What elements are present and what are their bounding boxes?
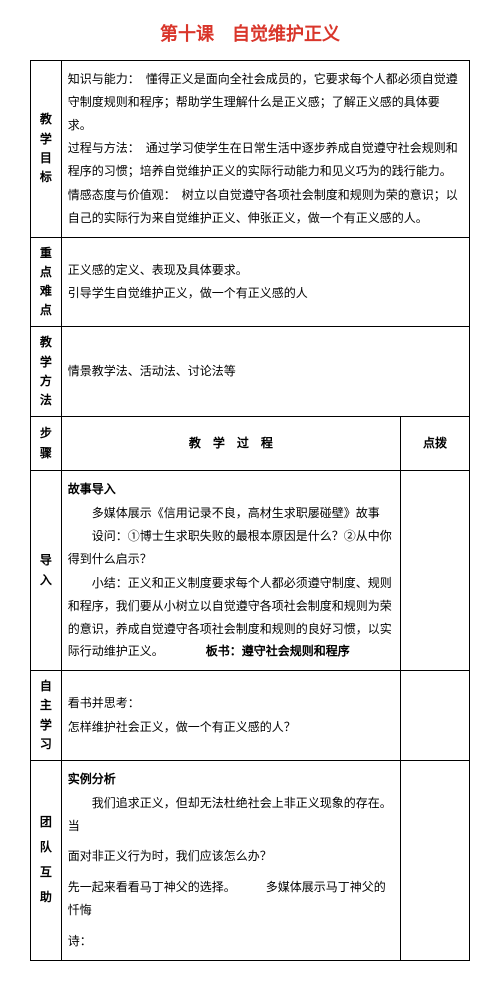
intro-board-label: 板书： — [206, 644, 242, 658]
key-p1: 正义感的定义、表现及具体要求。 — [68, 259, 463, 282]
step-header: 步骤 — [31, 417, 62, 471]
row-intro: 导入 故事导入 多媒体展示《信用记录不良，高材生求职屡碰壁》故事 设问：①博士生… — [31, 470, 470, 670]
team-h1: 实例分析 — [68, 768, 394, 791]
lesson-title: 第十课 自觉维护正义 — [30, 20, 470, 46]
team-p3: 先一起来看看马丁神父的选择。 多媒体展示马丁神父的忏悔 — [68, 876, 394, 922]
team-p2: 面对非正义行为时，我们应该怎么办？ — [68, 845, 394, 868]
goal-p1: 知识与能力： 懂得正义是面向全社会成员的，它要求每个人都必须自觉遵守制度规则和程… — [68, 68, 463, 136]
row-method: 教学方法 情景教学法、活动法、讨论法等 — [31, 327, 470, 417]
method-label: 教学方法 — [31, 327, 62, 417]
process-header: 教 学 过 程 — [61, 417, 400, 471]
intro-board-text: 遵守社会规则和程序 — [242, 644, 350, 658]
self-content: 看书并思考： 怎样维护社会正义，做一个有正义感的人？ — [61, 671, 400, 761]
intro-h1: 故事导入 — [68, 478, 394, 501]
intro-p1: 多媒体展示《信用记录不良，高材生求职屡碰壁》故事 — [68, 502, 394, 525]
self-p2: 怎样维护社会正义，做一个有正义感的人？ — [68, 716, 394, 739]
key-label: 重点难点 — [31, 237, 62, 327]
goal-label: 教学目标 — [31, 61, 62, 238]
row-self: 自主学习 看书并思考： 怎样维护社会正义，做一个有正义感的人？ — [31, 671, 470, 761]
goal-content: 知识与能力： 懂得正义是面向全社会成员的，它要求每个人都必须自觉遵守制度规则和程… — [61, 61, 469, 238]
team-p4: 诗： — [68, 930, 394, 953]
self-tip — [401, 671, 470, 761]
key-p2: 引导学生自觉维护正义，做一个有正义感的人 — [68, 282, 463, 305]
self-label: 自主学习 — [31, 671, 62, 761]
key-content: 正义感的定义、表现及具体要求。 引导学生自觉维护正义，做一个有正义感的人 — [61, 237, 469, 327]
row-goal: 教学目标 知识与能力： 懂得正义是面向全社会成员的，它要求每个人都必须自觉遵守制… — [31, 61, 470, 238]
team-content: 实例分析 我们追求正义，但却无法杜绝社会上非正义现象的存在。当 面对非正义行为时… — [61, 760, 400, 960]
self-p1: 看书并思考： — [68, 692, 394, 715]
intro-tip — [401, 470, 470, 670]
intro-label: 导入 — [31, 470, 62, 670]
intro-p2: 设问：①博士生求职失败的最根本原因是什么？②从中你得到什么启示？ — [68, 525, 394, 571]
team-tip — [401, 760, 470, 960]
row-team: 团队互助 实例分析 我们追求正义，但却无法杜绝社会上非正义现象的存在。当 面对非… — [31, 760, 470, 960]
goal-p3: 情感态度与价值观： 树立以自觉遵守各项社会制度和规则为荣的意识；以自己的实际行为… — [68, 184, 463, 230]
team-label: 团队互助 — [31, 760, 62, 960]
intro-content: 故事导入 多媒体展示《信用记录不良，高材生求职屡碰壁》故事 设问：①博士生求职失… — [61, 470, 400, 670]
team-p1: 我们追求正义，但却无法杜绝社会上非正义现象的存在。当 — [68, 792, 394, 838]
intro-p3: 小结：正义和正义制度要求每个人都必须遵守制度、规则和程序，我们要从小树立以自觉遵… — [68, 572, 394, 663]
goal-p2: 过程与方法： 通过学习使学生在日常生活中逐步养成自觉遵守社会规则和程序的习惯；培… — [68, 137, 463, 183]
method-content: 情景教学法、活动法、讨论法等 — [61, 327, 469, 417]
row-header: 步骤 教 学 过 程 点拨 — [31, 417, 470, 471]
tip-header: 点拨 — [401, 417, 470, 471]
lesson-table: 教学目标 知识与能力： 懂得正义是面向全社会成员的，它要求每个人都必须自觉遵守制… — [30, 60, 470, 961]
row-key: 重点难点 正义感的定义、表现及具体要求。 引导学生自觉维护正义，做一个有正义感的… — [31, 237, 470, 327]
team-p3a: 先一起来看看马丁神父的选择。 — [68, 880, 236, 894]
